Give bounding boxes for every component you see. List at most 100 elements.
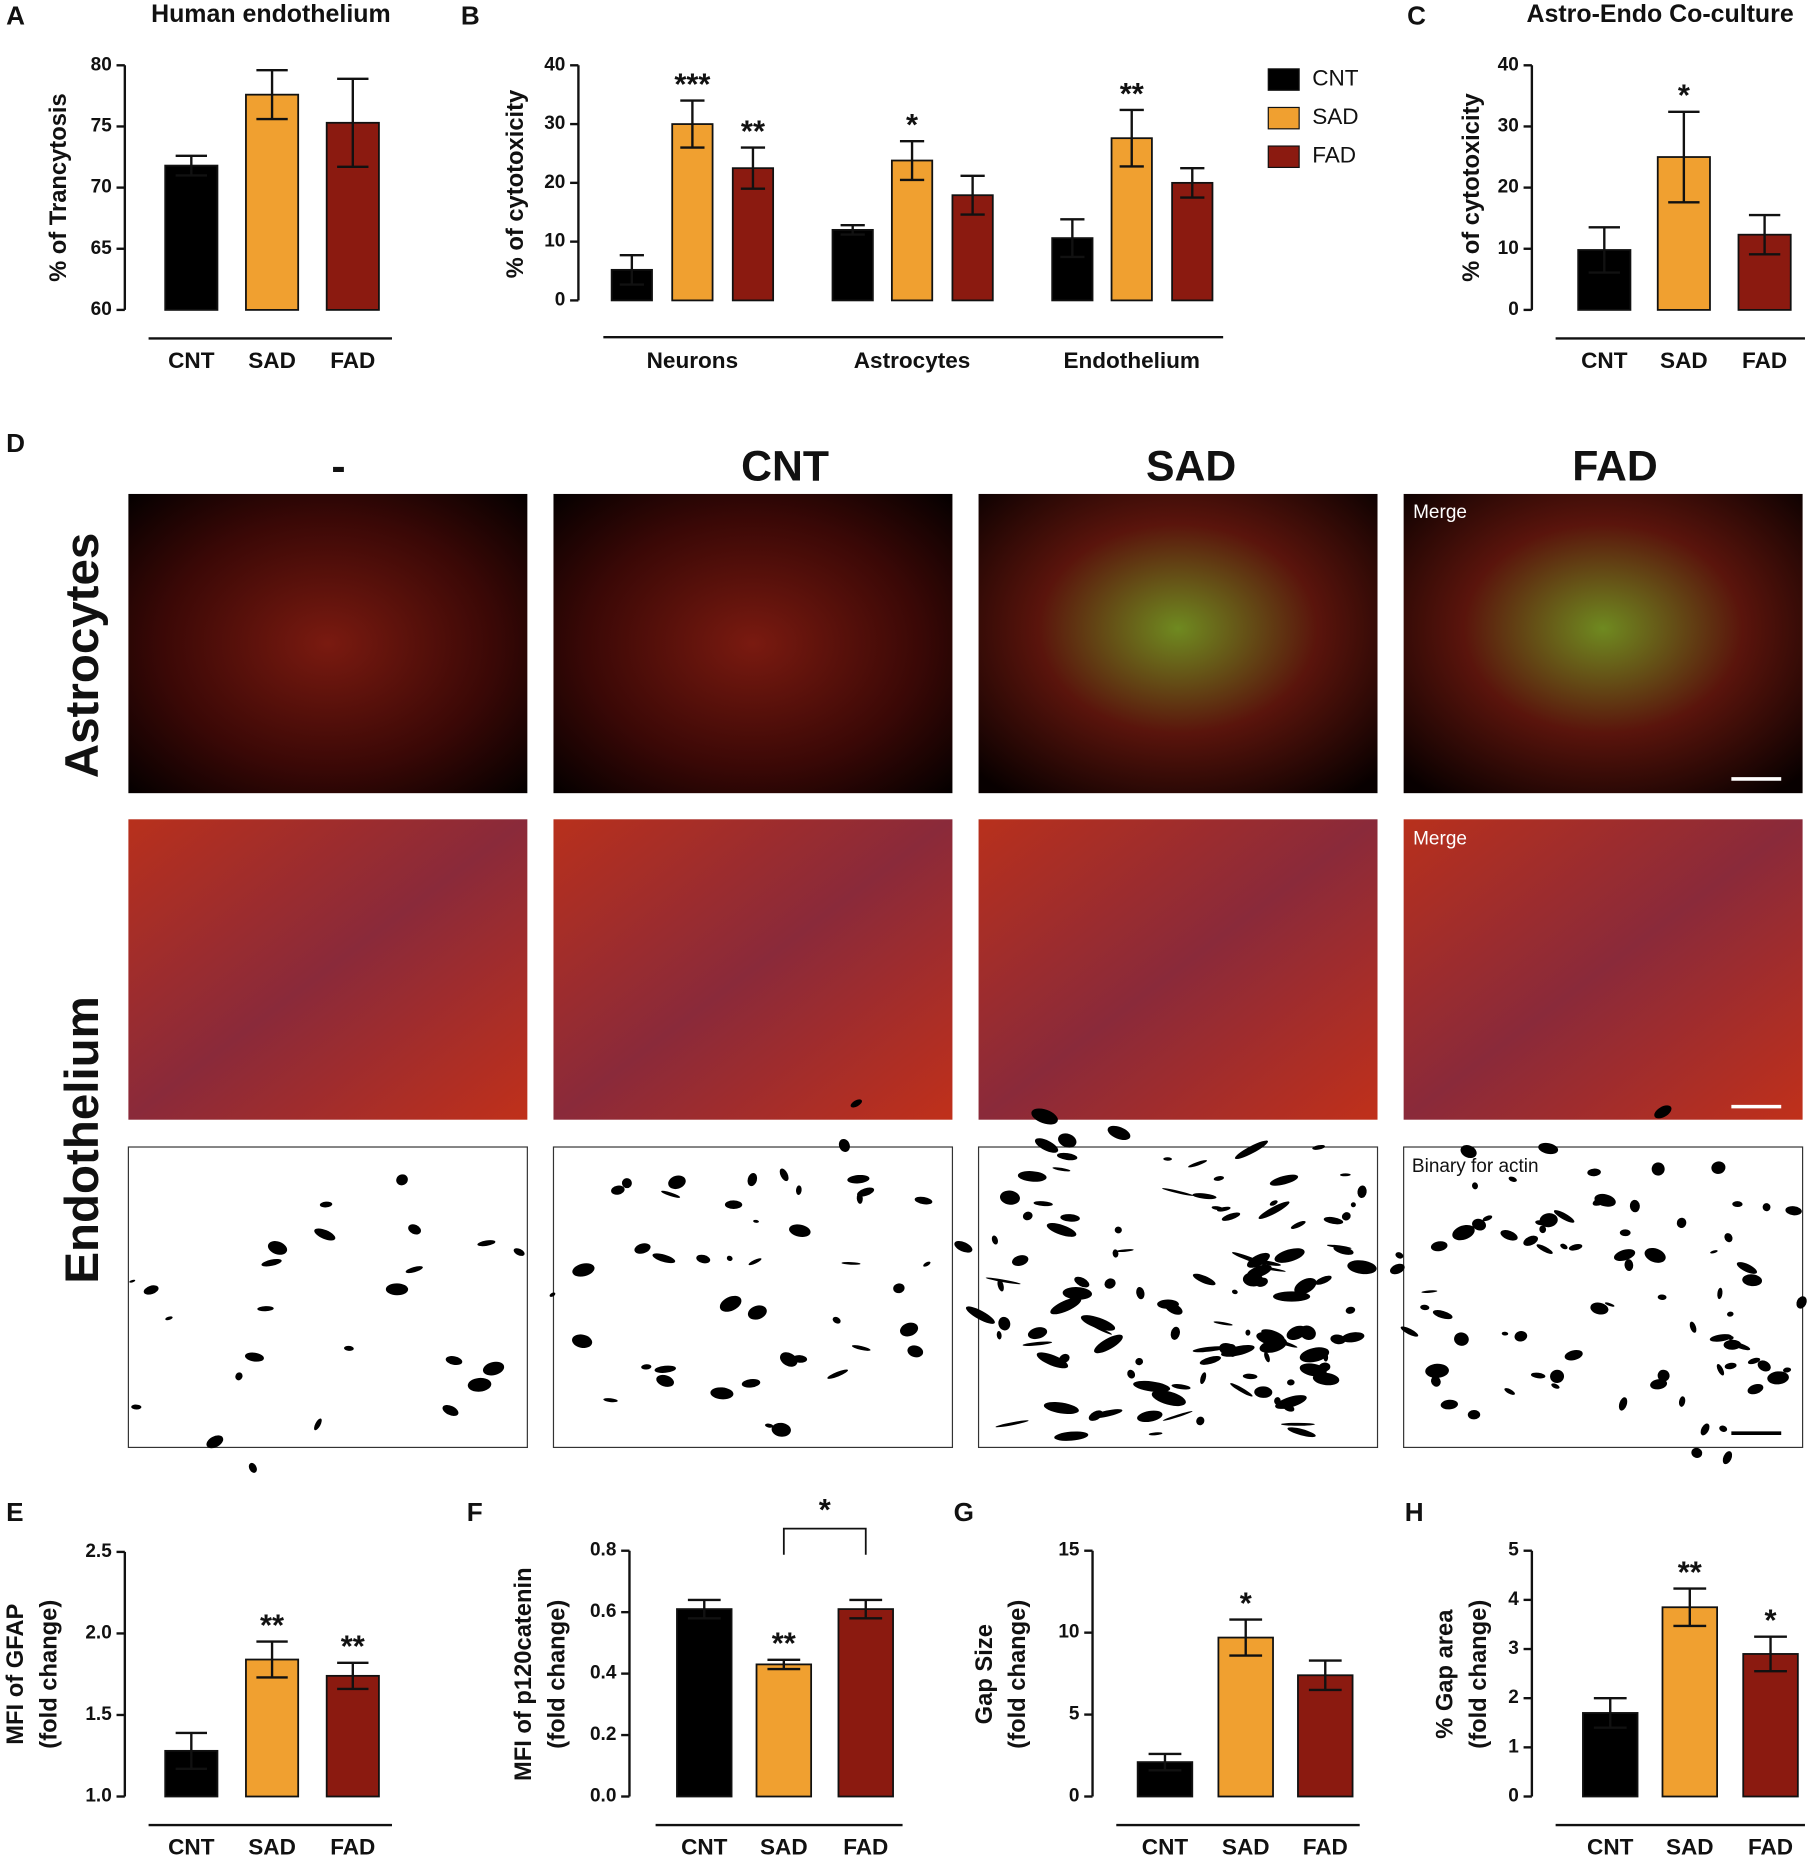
y-tick-label: 5 [1069, 1704, 1080, 1725]
binary-gap [724, 1200, 743, 1209]
panel-letter: C [1407, 1, 1426, 31]
binary-gap [467, 1377, 492, 1392]
binary-gap [1151, 1390, 1186, 1407]
error-bar [767, 1658, 801, 1671]
binary-gap [1350, 1202, 1356, 1208]
binary-gap [795, 1185, 802, 1195]
bar [890, 159, 934, 302]
binary-gap [1059, 1353, 1070, 1364]
x-tick-label: SAD [1660, 348, 1708, 373]
binary-gap [1731, 1341, 1751, 1351]
significance: ** [1120, 76, 1144, 111]
binary-gap [1536, 1244, 1553, 1254]
binary-gap [129, 1279, 136, 1283]
x-tick-label: SAD [1666, 1835, 1714, 1860]
y-tick-label: 10 [1498, 238, 1519, 259]
x-tick-label: FAD [1303, 1835, 1348, 1860]
y-tick-label: 40 [544, 54, 565, 75]
binary-gap [1553, 1210, 1575, 1223]
binary-gap [1711, 1161, 1726, 1174]
binary-gap [1539, 1213, 1558, 1228]
binary-gap [1231, 1252, 1267, 1266]
binary-gap [923, 1261, 931, 1267]
comparison-bracket [782, 1527, 867, 1555]
binary-gap [549, 1292, 556, 1297]
binary-gap [1460, 1145, 1477, 1159]
error-bar [1668, 110, 1700, 204]
binary-gap [1644, 1247, 1666, 1263]
bar [837, 1608, 894, 1798]
micrograph [553, 819, 953, 1120]
binary-gap [257, 1306, 274, 1312]
binary-gap [1303, 1327, 1309, 1334]
bar [245, 93, 300, 311]
binary-gap [1347, 1260, 1377, 1275]
binary-gap [719, 1295, 742, 1312]
binary-gap [1657, 1294, 1667, 1300]
binary-gap [1747, 1383, 1764, 1395]
binary-gap [1539, 1225, 1547, 1234]
binary-gap [838, 1138, 850, 1152]
binary-gap [1785, 1206, 1802, 1216]
column-header: SAD [1146, 442, 1236, 490]
error-bar [337, 77, 369, 169]
y-tick-label: 0.4 [590, 1663, 617, 1684]
chart-title: Human endothelium [151, 0, 391, 28]
binary-gap [445, 1356, 463, 1366]
binary-gap [747, 1305, 767, 1320]
binary-gap [1716, 1363, 1725, 1376]
y-tick-label: 40 [1498, 54, 1519, 75]
x-tick-label: CNT [1581, 348, 1628, 373]
binary-gap [792, 1355, 808, 1363]
panel-letter: H [1405, 1497, 1424, 1527]
binary-gap [1062, 1287, 1093, 1300]
binary-gap [603, 1398, 618, 1403]
binary-gap [753, 1219, 759, 1223]
y-tick-label: 60 [91, 299, 112, 320]
row-label: Astrocytes [56, 533, 109, 778]
bar [831, 228, 874, 302]
binary-gap [1747, 1357, 1761, 1365]
x-tick-label: CNT [1587, 1835, 1634, 1860]
binary-gap [1530, 1372, 1546, 1379]
error-bar [337, 1661, 369, 1691]
binary-gap [1188, 1160, 1208, 1168]
binary-gap [1587, 1168, 1601, 1177]
binary-gap [1676, 1217, 1687, 1228]
binary-gap [267, 1241, 288, 1255]
x-tick-label: SAD [248, 348, 296, 373]
binary-gap [1471, 1182, 1478, 1190]
binary-gap [999, 1190, 1020, 1205]
binary-gap [1315, 1275, 1332, 1285]
binary-gap [1022, 1211, 1033, 1221]
binary-gap [841, 1262, 861, 1265]
binary-gap [1736, 1262, 1758, 1274]
binary-gap [634, 1243, 651, 1254]
x-tick-label: CNT [168, 348, 215, 373]
binary-gap [1213, 1176, 1225, 1181]
binary-gap [914, 1196, 933, 1205]
binary-gap [1323, 1216, 1344, 1225]
panel-letter: A [6, 1, 25, 31]
binary-gap [1564, 1349, 1583, 1361]
binary-gap [261, 1258, 282, 1267]
binary-gap [1287, 1427, 1316, 1438]
y-tick-label: 5 [1508, 1540, 1519, 1561]
binary-gap [827, 1369, 849, 1379]
error-bar [256, 69, 288, 121]
binary-gap [1724, 1362, 1737, 1370]
binary-gap [1613, 1249, 1636, 1262]
binary-gap [1357, 1185, 1367, 1199]
binary-gap [954, 1240, 973, 1253]
binary-gap [1390, 1263, 1405, 1275]
binary-gap [1221, 1212, 1241, 1221]
binary-gap [1046, 1223, 1077, 1237]
error-bar [1060, 218, 1085, 259]
error-bar [175, 154, 207, 177]
binary-gap [477, 1240, 496, 1247]
binary-image [552, 1146, 954, 1449]
significance: ** [1678, 1554, 1702, 1589]
binary-gap [1420, 1304, 1430, 1311]
error-bar [1593, 1697, 1627, 1729]
